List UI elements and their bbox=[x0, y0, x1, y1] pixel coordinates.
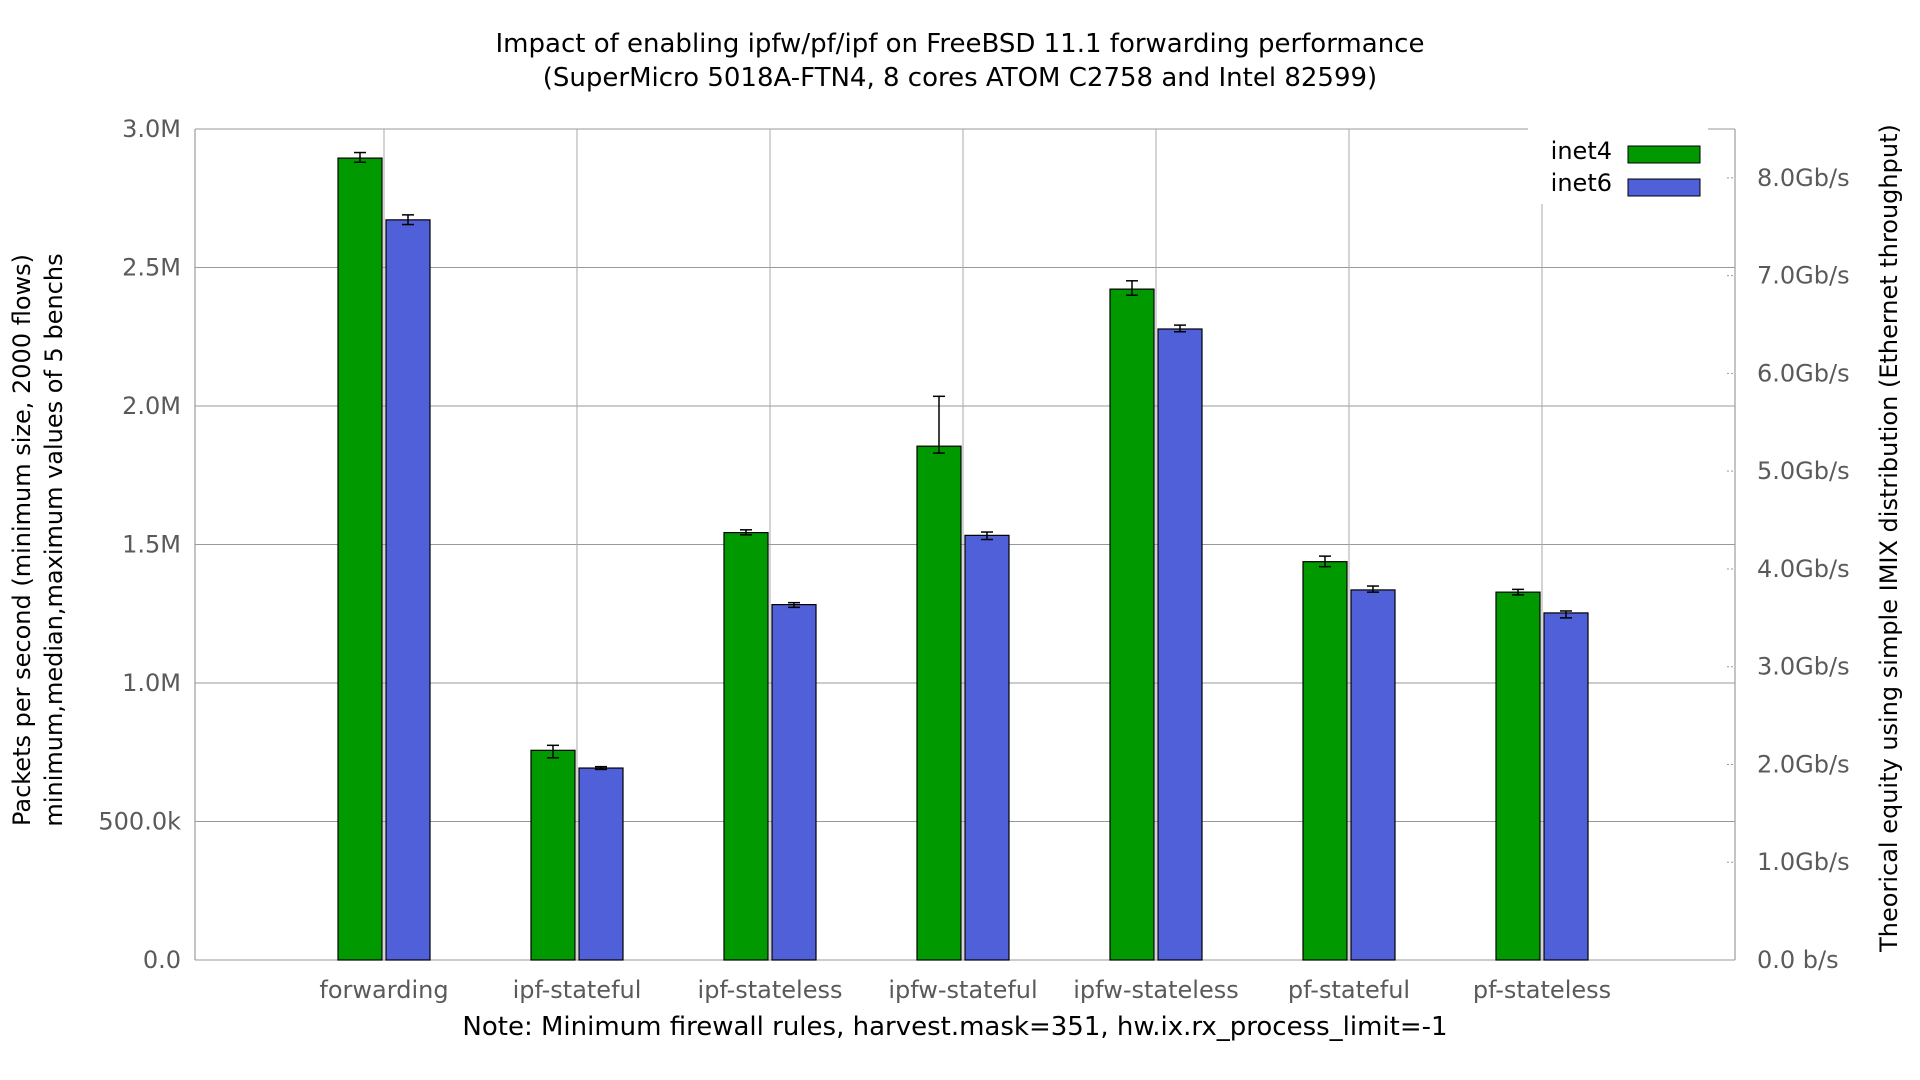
chart-note: Note: Minimum firewall rules, harvest.ma… bbox=[462, 1012, 1447, 1042]
bar-inet4-pf-stateful bbox=[1302, 561, 1348, 961]
y-tick-label: 3.0M bbox=[122, 115, 181, 143]
x-tick-label: pf-stateless bbox=[1473, 976, 1611, 1004]
x-tick-label: forwarding bbox=[319, 976, 448, 1004]
bar-inet6-ipfw-stateless bbox=[1157, 328, 1203, 961]
bars bbox=[337, 157, 1589, 961]
y2-tick-label: 1.0Gb/s bbox=[1757, 848, 1850, 876]
bar-inet6-pf-stateful bbox=[1350, 589, 1396, 961]
y-tick-label: 2.5M bbox=[122, 254, 181, 282]
bar-inet6-ipf-stateless bbox=[771, 604, 817, 961]
chart-subtitle: (SuperMicro 5018A-FTN4, 8 cores ATOM C27… bbox=[543, 63, 1377, 93]
y-axis-ticks: 0.0 500.0k 1.0M 1.5M 2.0M 2.5M 3.0M bbox=[98, 115, 181, 974]
bar-inet4-ipfw-stateful bbox=[916, 445, 962, 961]
legend-label-inet6: inet6 bbox=[1551, 169, 1612, 197]
bar-inet4-forwarding bbox=[337, 157, 383, 961]
y2-tick-label: 5.0Gb/s bbox=[1757, 457, 1850, 485]
legend: inet4 inet6 bbox=[1528, 128, 1708, 204]
x-tick-label: ipf-stateful bbox=[513, 976, 642, 1004]
legend-label-inet4: inet4 bbox=[1551, 137, 1612, 165]
x-tick-label: ipfw-stateless bbox=[1073, 976, 1238, 1004]
y2-tick-label: 4.0Gb/s bbox=[1757, 555, 1850, 583]
y-axis-label-line2: minimum,median,maximum values of 5 bench… bbox=[40, 253, 68, 826]
bar-inet6-ipf-stateful bbox=[578, 767, 624, 961]
bar-inet4-pf-stateless bbox=[1495, 591, 1541, 961]
x-axis-categories: forwarding ipf-stateful ipf-stateless ipfw-… bbox=[319, 976, 1611, 1004]
y-tick-label: 2.0M bbox=[122, 392, 181, 420]
y2-tick-label: 8.0Gb/s bbox=[1757, 164, 1850, 192]
y2-tick-label: 6.0Gb/s bbox=[1757, 359, 1850, 387]
y2-tick-label: 3.0Gb/s bbox=[1757, 653, 1850, 681]
bar-inet4-ipf-stateless bbox=[723, 531, 769, 961]
y2-tick-label: 7.0Gb/s bbox=[1757, 262, 1850, 290]
legend-swatch-inet6 bbox=[1627, 178, 1701, 197]
x-tick-label: ipfw-stateful bbox=[888, 976, 1037, 1004]
x-tick-label: ipf-stateless bbox=[698, 976, 843, 1004]
bar-inet6-ipfw-stateful bbox=[964, 534, 1010, 961]
y2-axis-ticks: 0.0 b/s 1.0Gb/s 2.0Gb/s 3.0Gb/s 4.0Gb/s 5.0Gb… bbox=[1727, 164, 1850, 974]
y-tick-label: 1.0M bbox=[122, 669, 181, 697]
error-bars bbox=[354, 151, 1572, 771]
y-tick-label: 0.0 bbox=[143, 946, 181, 974]
bar-inet4-ipfw-stateless bbox=[1109, 288, 1155, 961]
chart-title: Impact of enabling ipfw/pf/ipf on FreeBS… bbox=[496, 29, 1425, 59]
bar-inet6-forwarding bbox=[385, 219, 431, 961]
bar-inet4-ipf-stateful bbox=[530, 749, 576, 961]
y-tick-label: 1.5M bbox=[122, 531, 181, 559]
y-tick-label: 500.0k bbox=[98, 808, 181, 836]
y2-tick-label: 2.0Gb/s bbox=[1757, 750, 1850, 778]
y2-axis-label: Theorical equity using simple IMIX distr… bbox=[1875, 124, 1903, 953]
y2-tick-label: 0.0 b/s bbox=[1757, 946, 1839, 974]
bar-inet6-pf-stateless bbox=[1543, 612, 1589, 961]
x-tick-label: pf-stateful bbox=[1288, 976, 1410, 1004]
y-axis-label-line1: Packets per second (minimum size, 2000 f… bbox=[8, 254, 36, 826]
legend-swatch-inet4 bbox=[1627, 145, 1701, 164]
